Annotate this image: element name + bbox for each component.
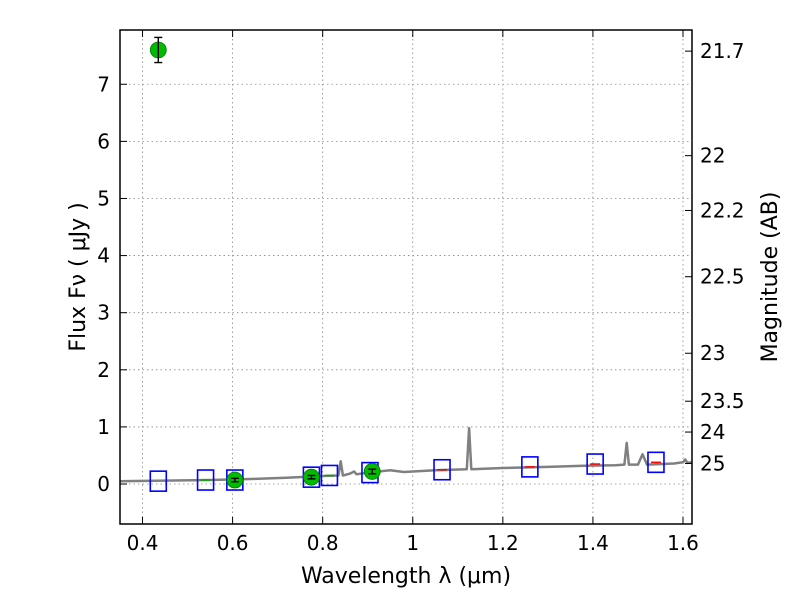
model-spectrum-line	[119, 426, 693, 483]
x-tick-label: 1	[406, 531, 419, 555]
y-axis-label: Flux Fν ( μJy )	[66, 202, 91, 351]
y-tick-label: 6	[97, 129, 110, 153]
x-tick-label: 1.2	[487, 531, 519, 555]
y-tick-label: 1	[97, 415, 110, 439]
photometry-square-marker	[647, 451, 665, 474]
right-tick-label: 23	[700, 341, 725, 365]
right-tick-label: 22.2	[700, 198, 745, 222]
y-tick-label: 3	[97, 301, 110, 325]
x-tick-label: 0.4	[127, 531, 159, 555]
x-tick-label: 1.4	[577, 531, 609, 555]
x-tick-label: 1.6	[667, 531, 699, 555]
photometry-square-marker	[521, 456, 539, 478]
plot-frame	[119, 29, 693, 525]
right-tick-label: 22.5	[700, 265, 745, 289]
grid	[120, 30, 692, 524]
right-tick-label: 25	[700, 451, 725, 475]
right-tick-label: 24	[700, 420, 725, 444]
x-axis-label: Wavelength λ (μm)	[301, 564, 511, 589]
y-tick-label: 2	[97, 358, 110, 382]
photometry-square-marker	[149, 470, 168, 492]
x-tick-label: 0.6	[217, 531, 249, 555]
photometry-square-marker	[586, 453, 604, 475]
right-axis-label: Magnitude (AB)	[758, 192, 783, 363]
y-tick-label: 5	[97, 186, 110, 210]
ticks: 0.4 0.6 0.8 1 1.2 1.4 1.60123456721.72222.222.…	[97, 30, 745, 555]
y-tick-label: 0	[97, 472, 110, 496]
x-tick-label: 0.8	[307, 531, 339, 555]
photometry-square-marker	[433, 458, 451, 481]
y-tick-label: 7	[97, 72, 110, 96]
photometry-square-marker	[196, 469, 215, 491]
right-tick-label: 22	[700, 144, 725, 168]
right-tick-label: 21.7	[700, 39, 745, 63]
plot-series	[119, 36, 693, 492]
y-tick-label: 4	[97, 244, 110, 268]
photometry-square-marker	[320, 464, 339, 487]
right-tick-label: 23.5	[700, 389, 745, 413]
